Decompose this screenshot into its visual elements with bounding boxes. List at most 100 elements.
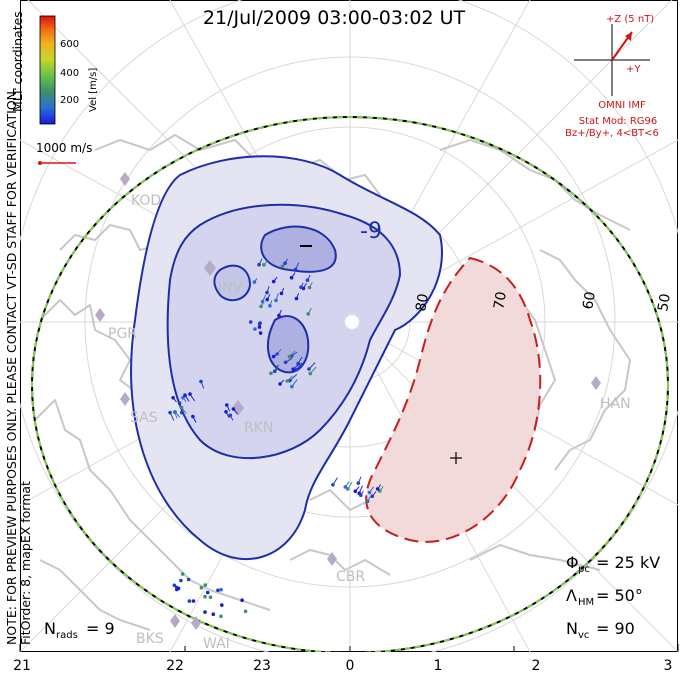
colorbar-swatch <box>39 15 56 125</box>
radar-sites <box>95 172 601 630</box>
velocity-vector <box>367 495 372 502</box>
velocity-vector <box>262 294 267 302</box>
phi-subscript: pc <box>578 564 590 575</box>
velocity-vector <box>169 412 175 421</box>
velocity-vector <box>344 481 350 488</box>
velocity-vector <box>266 294 271 300</box>
velocity-vector <box>357 476 362 484</box>
mlt-tick-2: 2 <box>532 658 541 674</box>
velocity-vector-origin <box>186 577 191 582</box>
velocity-vector <box>358 485 363 494</box>
radar-label-han: HAN <box>600 396 631 412</box>
velocity-vector-origin <box>203 594 207 599</box>
colorbar-tick-600: 600 <box>60 39 79 50</box>
velocity-vector <box>377 484 382 490</box>
velocity-vector <box>181 407 187 414</box>
mlt-tick-1: 1 <box>434 658 443 674</box>
velocity-vector-origin <box>293 267 298 272</box>
velocity-vector <box>284 258 288 264</box>
velocity-vector <box>291 379 298 387</box>
velocity-vector <box>371 491 377 497</box>
hm-subscript: HM <box>578 597 594 608</box>
contour-label-neg: -9 <box>360 219 382 244</box>
velocity-vector <box>285 357 293 363</box>
lat-label-70: 70 <box>491 290 510 310</box>
velocity-vector-origin <box>258 321 262 325</box>
fit-order-note: FitOrder: 8, mapEX format <box>18 481 33 645</box>
nvc-subscript: vc <box>578 630 589 641</box>
colorbar-tick-200: 200 <box>60 95 79 106</box>
velocity-vector <box>347 481 353 490</box>
velocity-vector <box>225 411 230 419</box>
velocity-vector <box>281 288 285 294</box>
radar-site-sas <box>120 392 130 406</box>
velocity-vector <box>309 366 317 374</box>
nrads-subscript: rads <box>56 630 78 641</box>
velocity-vector-origin <box>220 603 224 607</box>
velocity-vector-origin <box>243 609 248 614</box>
nrads-stat: N rads = 9 <box>44 619 115 641</box>
velocity-vector-origin <box>265 290 269 295</box>
vector-scale-origin <box>38 161 42 165</box>
positive-cell-maximum-marker <box>450 452 462 464</box>
imf-z-label: +Z (5 nT) <box>606 14 654 25</box>
nrads-symbol: N <box>44 619 56 638</box>
mlt-axis: 21 22 23 0 1 2 3 <box>13 658 672 674</box>
velocity-vector-origin <box>240 598 244 602</box>
imf-vector-arrowhead <box>625 32 632 41</box>
velocity-vector-origin <box>253 327 257 331</box>
velocity-vector-origin <box>203 583 208 587</box>
velocity-vector <box>300 282 304 288</box>
map-title: 21/Jul/2009 03:00-03:02 UT <box>203 7 466 29</box>
velocity-vector-origin <box>219 614 223 619</box>
pole-marker <box>344 314 360 330</box>
velocity-vector-origin <box>257 325 262 329</box>
radar-label-sas: SAS <box>130 410 158 426</box>
velocity-vector-origin <box>180 572 185 576</box>
velocity-vector <box>369 486 374 493</box>
velocity-vector-origin <box>211 612 216 616</box>
velocity-vector <box>279 379 285 385</box>
radar-site-kod <box>120 172 130 186</box>
velocity-vector <box>226 404 231 412</box>
imf-source: OMNI IMF <box>598 100 646 111</box>
radar-site-han <box>591 376 601 390</box>
radar-site-inv <box>204 260 216 276</box>
colorbar-label: Vel [m/s] <box>88 68 99 112</box>
radar-site-cbr <box>327 552 337 566</box>
velocity-vector-origin <box>191 599 196 603</box>
radar-label-rkn: RKN <box>244 420 273 436</box>
negative-cell <box>130 155 443 561</box>
velocity-vector <box>266 286 270 293</box>
lat-label-80: 80 <box>413 292 432 312</box>
velocity-vector <box>181 412 187 420</box>
latitude-labels: 80 70 60 50 <box>413 290 674 312</box>
velocity-vector <box>258 258 263 265</box>
velocity-vector <box>200 381 205 389</box>
velocity-vector-origin <box>258 331 263 335</box>
radar-label-wai: WAI <box>203 636 230 652</box>
mlt-tick-21: 21 <box>13 658 31 674</box>
velocity-vector <box>289 350 296 358</box>
imf-y-label: +Y <box>626 64 641 75</box>
radar-label-inv: INV <box>218 280 243 296</box>
vector-scale: 1000 m/s <box>36 141 92 165</box>
velocity-vector <box>379 486 384 492</box>
phi-value: = 25 kV <box>596 553 660 572</box>
velocity-vector-origin <box>219 587 223 592</box>
radar-site-wai <box>191 616 201 630</box>
positive-cell <box>365 256 542 543</box>
velocity-vector <box>307 274 311 281</box>
lat-label-50: 50 <box>655 292 674 312</box>
nvc-value: = 90 <box>596 619 635 638</box>
colorbar-tick-400: 400 <box>60 68 79 79</box>
velocity-vector <box>354 486 360 492</box>
velocity-vector <box>273 276 278 282</box>
velocity-vector-origin <box>203 610 207 614</box>
phi-symbol: Φ <box>566 553 579 572</box>
velocity-vector <box>303 283 307 289</box>
hm-value: = 50° <box>596 586 643 605</box>
velocity-vector-origin <box>187 599 192 603</box>
velocity-vector <box>189 393 196 402</box>
radar-label-cbr: CBR <box>336 569 365 585</box>
